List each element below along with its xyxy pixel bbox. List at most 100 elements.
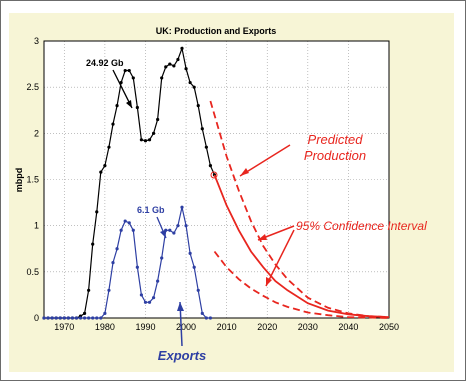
data-point [115, 104, 119, 108]
data-point [131, 76, 135, 80]
data-point [176, 57, 180, 62]
data-point [204, 316, 208, 320]
data-point [70, 316, 75, 320]
data-point [156, 117, 160, 122]
x-tick-label: 1990 [135, 322, 155, 332]
data-point [208, 316, 213, 320]
y-axis: 0 0.5 1 1.5 2 2.5 3 [26, 36, 39, 323]
annotation-arrowhead-exports-top [160, 230, 166, 238]
data-point [200, 311, 204, 315]
data-point [131, 228, 135, 232]
data-point [82, 316, 87, 320]
data-point [172, 231, 176, 235]
data-point [184, 224, 188, 228]
data-point [74, 316, 79, 320]
data-point [156, 279, 160, 283]
data-point [160, 256, 164, 260]
y-tick-label: 1.5 [26, 175, 39, 185]
data-point [115, 247, 119, 251]
data-point [151, 131, 156, 135]
data-point [184, 67, 188, 71]
data-point [78, 316, 83, 320]
chart-title: UK: Production and Exports [156, 26, 277, 36]
figure-background-strip [9, 352, 454, 372]
annotation-arrowhead-ci-lower [266, 277, 272, 286]
data-point [111, 261, 115, 265]
data-point [95, 316, 99, 320]
data-point [46, 316, 50, 320]
data-point [168, 228, 172, 232]
data-point [82, 311, 87, 315]
data-point [111, 122, 115, 126]
x-tick-label: 2010 [217, 322, 237, 332]
annotation-confidence-interval: 95% Confidence Interval [296, 219, 427, 233]
y-tick-label: 1 [34, 221, 39, 231]
data-point [143, 300, 148, 304]
x-tick-label: 1970 [54, 322, 74, 332]
data-point [50, 316, 54, 320]
data-point [188, 80, 192, 85]
data-point [87, 288, 91, 292]
data-point [147, 300, 152, 304]
forecast-start-marker [210, 171, 218, 179]
data-point [139, 138, 144, 142]
data-point [99, 170, 103, 174]
series-line-4 [213, 250, 390, 319]
data-point [123, 219, 127, 223]
annotation-production: Production [304, 148, 366, 163]
data-point [107, 288, 111, 292]
series-layer [42, 46, 390, 320]
x-tick-label: 2020 [257, 322, 277, 332]
annotation-arrowhead-ci-upper [258, 234, 267, 240]
x-tick-label: 1980 [95, 322, 115, 332]
annotation-arrow-predicted [239, 144, 291, 177]
data-point [192, 85, 196, 89]
data-point [139, 293, 144, 297]
data-point [180, 46, 184, 50]
data-point [99, 316, 103, 320]
x-tick-label: 2030 [298, 322, 318, 332]
data-point [135, 105, 139, 110]
data-point [208, 164, 213, 168]
data-point [135, 265, 139, 269]
x-tick-label: 2050 [379, 322, 399, 332]
y-tick-label: 3 [34, 36, 39, 46]
data-point [196, 104, 200, 108]
data-point [176, 224, 180, 228]
annotation-arrowhead-exports [177, 302, 184, 311]
data-point [62, 316, 66, 320]
annotation-arrow-ci-lower [265, 229, 295, 287]
data-point [123, 68, 127, 73]
data-point [168, 62, 172, 66]
annotation-total-exports: 6.1 Gb [137, 205, 165, 215]
data-point [54, 316, 58, 320]
x-tick-label: 2040 [338, 322, 358, 332]
y-tick-label: 0 [34, 313, 39, 323]
data-point [107, 145, 111, 149]
data-point [200, 127, 204, 131]
data-point [151, 296, 156, 300]
data-point [91, 242, 95, 246]
data-point [42, 316, 46, 320]
data-point [143, 139, 148, 143]
data-point [204, 145, 208, 149]
data-point [127, 68, 131, 73]
y-tick-label: 2.5 [26, 82, 39, 92]
data-point [164, 65, 168, 69]
data-point [119, 228, 123, 232]
data-point [95, 210, 99, 214]
plot-border [43, 40, 390, 319]
annotation-exports: Exports [158, 348, 206, 363]
annotation-total-production: 24.92 Gb [86, 58, 124, 68]
x-tick-label: 2000 [176, 322, 196, 332]
data-point [180, 205, 184, 209]
x-axis: 1970 1980 1990 2000 2010 2020 2030 2040 2050 [54, 322, 399, 332]
data-point [66, 316, 70, 320]
annotation-arrowhead-predicted [240, 168, 249, 176]
data-point [192, 265, 196, 269]
data-point [58, 316, 62, 320]
data-point [147, 138, 152, 142]
annotation-arrowhead-production [126, 100, 132, 108]
y-tick-label: 2 [34, 128, 39, 138]
